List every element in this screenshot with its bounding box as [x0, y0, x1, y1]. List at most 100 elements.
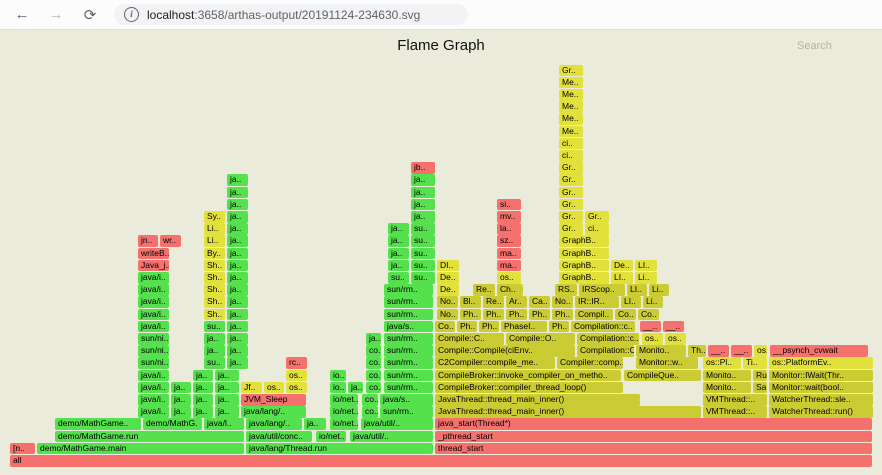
- flame-bar[interactable]: ja..: [204, 345, 225, 357]
- flame-bar[interactable]: co..: [366, 381, 381, 394]
- flame-bar[interactable]: Th..: [688, 345, 706, 357]
- flame-bar[interactable]: os..: [754, 345, 767, 357]
- flame-bar[interactable]: Compile::Compile(ciEnv..: [435, 345, 575, 357]
- flame-bar[interactable]: Co..: [638, 308, 659, 321]
- flame-bar[interactable]: java/i..: [138, 284, 169, 296]
- flame-bar[interactable]: C2Compiler::compile_me..: [435, 357, 555, 369]
- flame-bar[interactable]: ja..: [227, 186, 248, 199]
- flame-bar[interactable]: java/i..: [138, 394, 169, 406]
- flame-bar[interactable]: Gr..: [559, 186, 583, 199]
- flame-bar[interactable]: os..: [642, 333, 663, 345]
- flame-bar[interactable]: java/i..: [138, 272, 169, 284]
- flame-bar[interactable]: ja..: [366, 333, 381, 345]
- flame-bar[interactable]: ja..: [411, 186, 435, 199]
- flame-bar[interactable]: __..: [640, 320, 661, 333]
- flame-bar[interactable]: thread_start: [435, 442, 872, 455]
- flame-bar[interactable]: si..: [497, 198, 521, 211]
- flame-bar[interactable]: ja..: [304, 418, 326, 430]
- flame-bar[interactable]: sz..: [497, 235, 521, 247]
- flame-bar[interactable]: sun/rm..: [384, 345, 433, 357]
- flame-bar[interactable]: la..: [497, 223, 521, 235]
- flame-bar[interactable]: Monito..: [703, 369, 751, 382]
- flame-bar[interactable]: sun/ni..: [138, 333, 169, 345]
- flame-bar[interactable]: sun/rm..: [384, 357, 433, 369]
- flame-bar[interactable]: Java_j..: [138, 259, 169, 272]
- flame-bar[interactable]: demo/MathGame..: [55, 418, 141, 430]
- flame-bar[interactable]: De..: [437, 284, 459, 296]
- flame-bar[interactable]: ja..: [227, 357, 248, 369]
- flame-bar[interactable]: Compilation::C..: [577, 345, 634, 357]
- flame-bar[interactable]: ja..: [411, 198, 435, 211]
- flame-bar[interactable]: ja..: [215, 406, 239, 418]
- flame-bar[interactable]: LI..: [621, 296, 641, 308]
- flame-bar[interactable]: GraphB..: [559, 259, 609, 272]
- flame-bar[interactable]: su..: [388, 272, 409, 284]
- flame-bar[interactable]: wr..: [160, 235, 181, 247]
- flame-bar[interactable]: Compilation::c..: [571, 320, 635, 333]
- flame-bar[interactable]: Me..: [559, 89, 583, 101]
- flame-bar[interactable]: Sh..: [204, 272, 225, 284]
- flame-bar[interactable]: ja..: [227, 272, 248, 284]
- flame-bar[interactable]: ja..: [193, 369, 213, 382]
- flame-bar[interactable]: Sh..: [204, 284, 225, 296]
- flame-bar[interactable]: IR::IR..: [575, 296, 619, 308]
- flame-bar[interactable]: co..: [362, 406, 378, 418]
- flame-bar[interactable]: Li..: [643, 296, 663, 308]
- flame-bar[interactable]: ja..: [204, 333, 225, 345]
- flame-bar[interactable]: Ph..: [460, 308, 481, 321]
- flame-bar[interactable]: Sh..: [204, 308, 225, 321]
- flame-bar[interactable]: Compiler::comp..: [557, 357, 623, 369]
- flame-bar[interactable]: ja..: [348, 381, 363, 394]
- flame-bar[interactable]: java_start(Thread*): [435, 418, 872, 430]
- flame-bar[interactable]: [n..: [10, 442, 35, 455]
- flame-bar[interactable]: GraphB..: [559, 235, 609, 247]
- flame-bar[interactable]: java/s..: [380, 394, 433, 406]
- flame-bar[interactable]: LI..: [611, 272, 633, 284]
- flame-bar[interactable]: java/s..: [384, 320, 433, 333]
- flame-bar[interactable]: su..: [411, 259, 435, 272]
- flame-bar[interactable]: su..: [411, 272, 435, 284]
- flame-bar[interactable]: Sa..: [753, 381, 767, 394]
- flame-bar[interactable]: Monito..: [636, 345, 686, 357]
- flame-bar[interactable]: ja..: [171, 406, 191, 418]
- flame-bar[interactable]: su..: [204, 357, 225, 369]
- flame-bar[interactable]: De..: [437, 272, 459, 284]
- flame-bar[interactable]: ja..: [227, 308, 248, 321]
- flame-bar[interactable]: _pthread_start: [435, 430, 872, 443]
- flame-bar[interactable]: Co..: [615, 308, 636, 321]
- flame-bar[interactable]: LI..: [627, 284, 647, 296]
- flame-bar[interactable]: Me..: [559, 101, 583, 113]
- reload-icon[interactable]: ⟳: [83, 6, 97, 24]
- flame-bar[interactable]: Compile::O..: [506, 333, 575, 345]
- flame-bar[interactable]: all: [10, 455, 872, 467]
- flame-bar[interactable]: java/util/conc..: [246, 430, 312, 443]
- flame-bar[interactable]: sun/rm..: [384, 296, 433, 308]
- flame-bar[interactable]: GraphB..: [559, 247, 609, 260]
- flame-bar[interactable]: RS..: [555, 284, 577, 296]
- flame-bar[interactable]: ja..: [227, 259, 248, 272]
- flame-bar[interactable]: java/lang/..: [241, 406, 306, 418]
- flame-bar[interactable]: Compile::C..: [435, 333, 504, 345]
- flame-bar[interactable]: DI..: [437, 259, 459, 272]
- flame-bar[interactable]: os..: [264, 381, 284, 394]
- flame-bar[interactable]: Ph..: [506, 308, 527, 321]
- flame-bar[interactable]: Ph..: [549, 320, 569, 333]
- flame-bar[interactable]: jn..: [138, 235, 158, 247]
- flame-bar[interactable]: Me..: [559, 125, 583, 138]
- flame-bar[interactable]: os::Pl..: [703, 357, 741, 369]
- flame-bar[interactable]: WatcherThread::sle..: [769, 394, 873, 406]
- flame-bar[interactable]: Monitor::w..: [636, 357, 698, 369]
- flame-bar[interactable]: ja..: [193, 381, 213, 394]
- flame-bar[interactable]: Gr..: [559, 223, 583, 235]
- flame-bar[interactable]: io..: [330, 369, 346, 382]
- flame-bar[interactable]: su..: [411, 247, 435, 260]
- flame-bar[interactable]: Me..: [559, 76, 583, 89]
- flame-bar[interactable]: rc..: [286, 357, 307, 369]
- forward-icon[interactable]: →: [48, 6, 64, 23]
- flame-bar[interactable]: Compil..: [575, 308, 613, 321]
- flame-bar[interactable]: Compilation::c..: [577, 333, 639, 345]
- flame-bar[interactable]: java/i..: [138, 320, 169, 333]
- flame-bar[interactable]: Ru..: [753, 369, 767, 382]
- flame-bar[interactable]: os..: [286, 369, 307, 382]
- flame-bar[interactable]: ci..: [559, 137, 583, 150]
